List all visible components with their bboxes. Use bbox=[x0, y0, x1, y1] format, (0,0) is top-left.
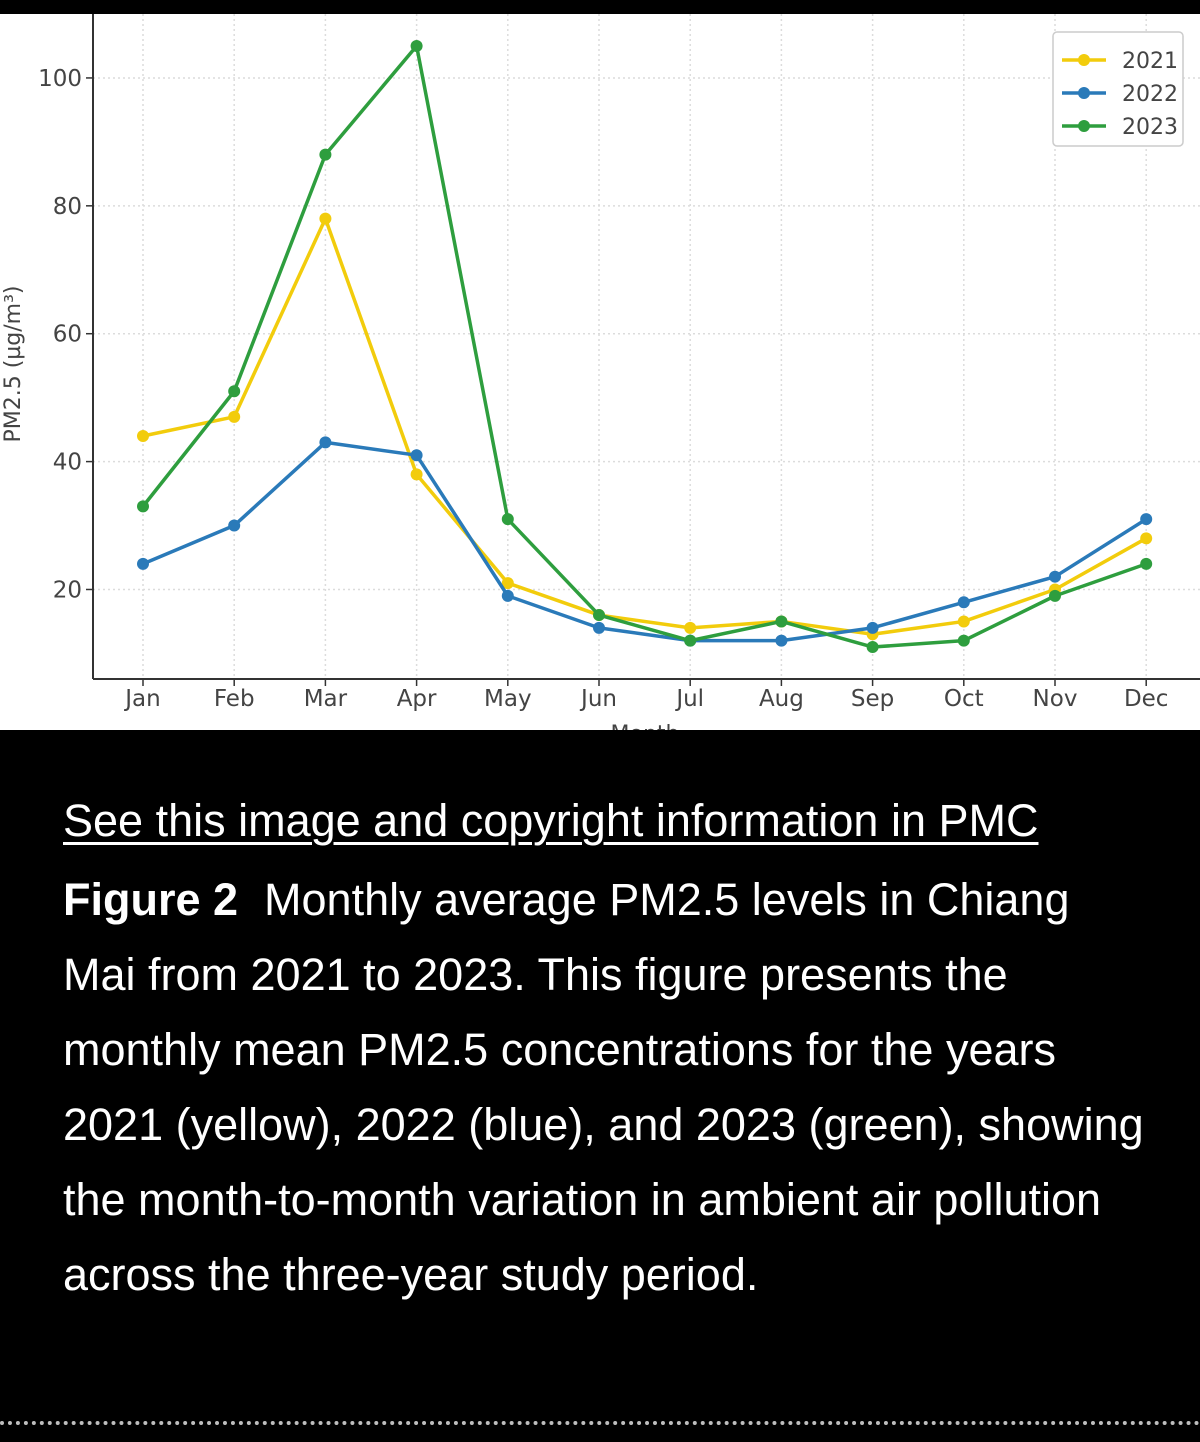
series-2021-point bbox=[957, 615, 970, 628]
legend-label-2023: 2023 bbox=[1122, 115, 1178, 140]
pm25-line-chart: Jan Feb Mar Apr May Jun Jul Aug Sep Oct Nov Dec 20 40… bbox=[1, 14, 1200, 730]
legend-marker-2022 bbox=[1078, 87, 1090, 99]
series-2023-point bbox=[593, 609, 605, 622]
tick-labels: Jan Feb Mar Apr May Jun Jul Aug Sep Oct Nov Dec 20 40… bbox=[38, 66, 1168, 712]
y-tick-label: 20 bbox=[53, 577, 82, 603]
legend-marker-2021 bbox=[1078, 54, 1090, 66]
figure-image[interactable]: Jan Feb Mar Apr May Jun Jul Aug Sep Oct Nov Dec 20 40… bbox=[0, 14, 1200, 730]
series-2023-point bbox=[684, 634, 697, 647]
x-tick-label: Jan bbox=[123, 686, 160, 712]
y-axis-label: PM2.5 (µg/m³) bbox=[1, 285, 26, 442]
pmc-copyright-link[interactable]: See this image and copyright information… bbox=[63, 795, 1039, 846]
x-tick-label: Aug bbox=[759, 686, 804, 712]
series-2023-point bbox=[319, 148, 332, 161]
dotted-divider bbox=[0, 1421, 1200, 1425]
series-2022-point bbox=[775, 634, 788, 647]
series-2022-point bbox=[957, 596, 970, 609]
y-tick-label: 80 bbox=[53, 194, 82, 220]
x-tick-label: Jul bbox=[674, 686, 704, 712]
series-2021-point bbox=[410, 468, 423, 481]
y-tick-label: 100 bbox=[38, 66, 82, 92]
figure-label: Figure 2 bbox=[63, 874, 239, 925]
figure-caption: See this image and copyright information… bbox=[63, 792, 1153, 1312]
y-tick-label: 60 bbox=[53, 322, 82, 348]
series-2022-point bbox=[593, 621, 605, 634]
x-tick-label: Feb bbox=[214, 686, 255, 712]
series-2023-point bbox=[775, 615, 788, 628]
series-2021-line bbox=[142, 216, 1148, 636]
series-2021-point bbox=[1140, 532, 1153, 545]
series-2023-point bbox=[957, 634, 970, 647]
series-2022-point bbox=[410, 449, 423, 462]
series-2023-point bbox=[1049, 589, 1061, 602]
legend-label-2021: 2021 bbox=[1122, 49, 1178, 74]
y-tick-label: 40 bbox=[53, 450, 82, 476]
x-tick-label: Oct bbox=[944, 686, 984, 712]
x-tick-label: Sep bbox=[851, 686, 894, 712]
series-2023-point bbox=[866, 641, 879, 654]
grid-lines bbox=[93, 14, 1200, 679]
series-2022-point bbox=[501, 589, 514, 602]
series-2022-point bbox=[866, 621, 879, 634]
legend-marker-2023 bbox=[1078, 120, 1090, 132]
series-2023-point bbox=[228, 385, 241, 398]
axes bbox=[92, 14, 1200, 680]
x-tick-label: Mar bbox=[304, 686, 348, 712]
series-2023-point bbox=[137, 500, 149, 513]
series-2021-point bbox=[319, 212, 332, 225]
legend: 2021 2022 2023 bbox=[1052, 31, 1184, 147]
series-2021-point bbox=[684, 621, 697, 634]
x-tick-label: Nov bbox=[1033, 686, 1078, 712]
caption-body: Figure 2 Monthly average PM2.5 levels in … bbox=[63, 862, 1153, 1312]
x-tick-label: Jun bbox=[579, 686, 617, 712]
x-tick-label: May bbox=[484, 686, 532, 712]
series-2023-point bbox=[410, 39, 423, 52]
series-2022-point bbox=[319, 436, 332, 449]
series-2021-point bbox=[228, 410, 241, 423]
series-2023-point bbox=[1140, 557, 1153, 570]
series-2023-line bbox=[141, 44, 1147, 649]
x-axis-label: Month bbox=[611, 722, 680, 730]
series-2021-point bbox=[501, 577, 514, 590]
series-lines bbox=[137, 39, 1153, 654]
series-2021-point bbox=[137, 430, 149, 443]
series-2022-line bbox=[142, 440, 1148, 643]
series-2022-point bbox=[1049, 570, 1061, 583]
series-2022-point bbox=[228, 519, 241, 532]
series-2022-point bbox=[137, 557, 149, 570]
series-2022-point bbox=[1140, 513, 1153, 526]
x-tick-label: Apr bbox=[397, 686, 437, 712]
x-tick-label: Dec bbox=[1124, 686, 1169, 712]
series-2023-point bbox=[501, 513, 514, 526]
legend-label-2022: 2022 bbox=[1122, 82, 1178, 107]
caption-text: Monthly average PM2.5 levels in Chiang M… bbox=[63, 874, 1144, 1300]
